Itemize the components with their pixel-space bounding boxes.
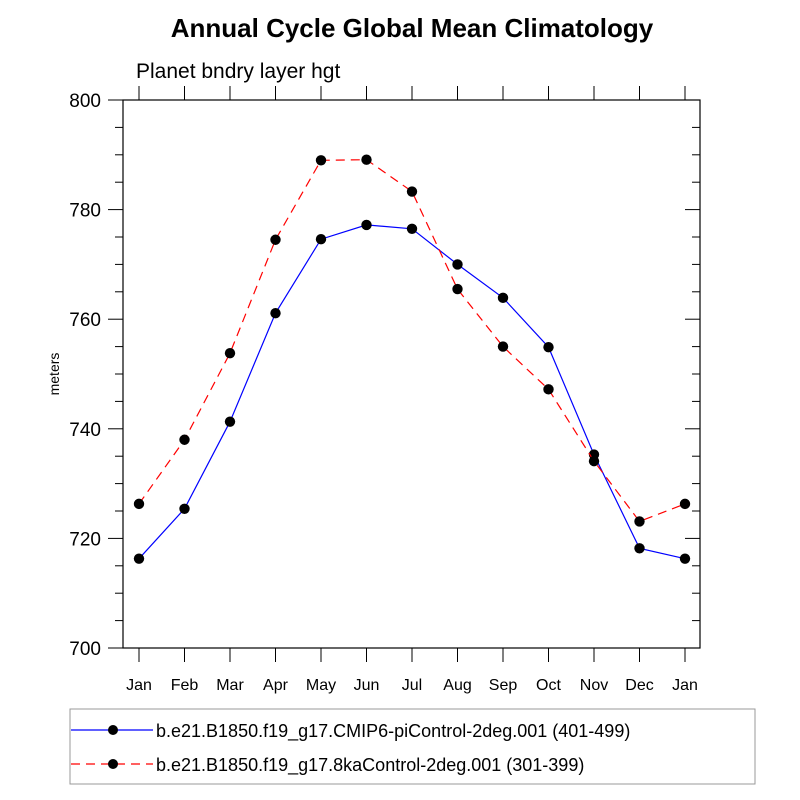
data-point bbox=[270, 234, 281, 245]
data-point bbox=[224, 416, 236, 427]
data-point bbox=[406, 186, 418, 197]
x-tick-label: Feb bbox=[171, 677, 199, 694]
y-tick-label: 740 bbox=[69, 420, 101, 441]
x-tick-label: Jan bbox=[126, 677, 152, 694]
legend-item: b.e21.B1850.f19_g17.8kaControl-2deg.001 … bbox=[71, 755, 584, 776]
x-tick-label: Nov bbox=[580, 677, 608, 694]
data-point bbox=[452, 259, 463, 270]
x-tick-label: Aug bbox=[443, 677, 471, 694]
data-point bbox=[361, 219, 372, 231]
chart-subtitle: Planet bndry layer hgt bbox=[136, 60, 340, 83]
legend-label: b.e21.B1850.f19_g17.CMIP6-piControl-2deg… bbox=[156, 721, 630, 742]
data-point bbox=[452, 283, 463, 295]
chart-title: Annual Cycle Global Mean Climatology bbox=[171, 13, 654, 43]
data-point bbox=[634, 543, 645, 554]
data-point bbox=[179, 503, 190, 515]
data-point bbox=[133, 498, 145, 510]
data-point bbox=[543, 384, 554, 395]
x-tick-label: Mar bbox=[216, 677, 244, 694]
series-line bbox=[138, 159, 686, 523]
series-1 bbox=[133, 219, 691, 564]
data-point bbox=[179, 434, 190, 445]
legend-box bbox=[69, 708, 756, 785]
legend-label: b.e21.B1850.f19_g17.8kaControl-2deg.001 … bbox=[156, 755, 584, 776]
axes: 700 720 740 760 780 800 Jan Feb Mar Apr May Jun Jul A… bbox=[69, 86, 701, 694]
data-point bbox=[270, 307, 281, 319]
y-axis-label: meters bbox=[46, 353, 62, 396]
series-line bbox=[138, 224, 686, 560]
x-tick-label: Dec bbox=[625, 677, 653, 694]
y-tick-label: 760 bbox=[69, 310, 101, 331]
data-point bbox=[497, 292, 509, 304]
x-tick-label: Jun bbox=[354, 677, 380, 694]
data-point bbox=[133, 553, 145, 564]
data-point bbox=[315, 155, 327, 166]
plot-frame bbox=[122, 99, 701, 649]
legend-marker bbox=[108, 725, 118, 735]
data-point bbox=[361, 154, 372, 165]
y-tick-label: 780 bbox=[69, 201, 101, 222]
data-point bbox=[315, 233, 327, 245]
x-tick-label: Jan bbox=[672, 677, 698, 694]
data-point bbox=[224, 347, 236, 359]
y-tick-label: 800 bbox=[69, 91, 101, 112]
series-layer bbox=[133, 154, 691, 564]
x-tick-label: Jul bbox=[402, 677, 422, 694]
data-point bbox=[543, 341, 554, 353]
series-2 bbox=[133, 154, 691, 527]
legend: b.e21.B1850.f19_g17.CMIP6-piControl-2deg… bbox=[69, 708, 756, 785]
y-tick-label: 700 bbox=[69, 639, 101, 660]
x-tick-label: Sep bbox=[489, 677, 518, 694]
data-point bbox=[634, 516, 645, 527]
data-point bbox=[588, 455, 600, 467]
data-point bbox=[679, 553, 691, 564]
data-point bbox=[679, 498, 691, 510]
x-tick-label: Oct bbox=[536, 677, 561, 694]
data-point bbox=[497, 341, 509, 352]
x-tick-label: May bbox=[306, 677, 336, 694]
y-tick-label: 720 bbox=[69, 529, 101, 550]
x-tick-label: Apr bbox=[263, 677, 289, 694]
legend-item: b.e21.B1850.f19_g17.CMIP6-piControl-2deg… bbox=[71, 721, 630, 742]
legend-marker bbox=[108, 759, 118, 769]
data-point bbox=[406, 223, 418, 234]
